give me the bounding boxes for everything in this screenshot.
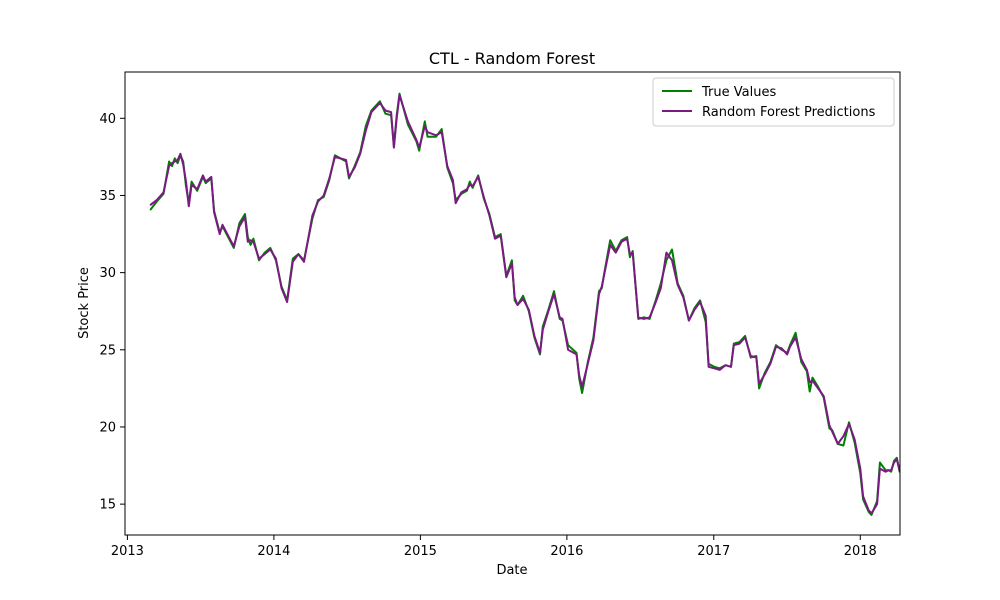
y-tick-label-35: 35 xyxy=(99,189,116,204)
legend-label-random-forest-predictions: Random Forest Predictions xyxy=(702,105,876,120)
x-tick-label-2018: 2018 xyxy=(844,544,877,559)
y-tick-label-15: 15 xyxy=(99,498,116,513)
x-axis: 2013 2014 2015 2016 2017 2018 xyxy=(111,535,877,559)
y-tick-label-30: 30 xyxy=(99,266,116,281)
plot-frame xyxy=(124,71,901,536)
y-tick-label-40: 40 xyxy=(99,112,116,127)
y-tick-label-20: 20 xyxy=(99,420,116,435)
legend: True Values Random Forest Predictions xyxy=(652,77,895,127)
series-line-random-forest-predictions xyxy=(149,94,901,515)
y-tick-label-25: 25 xyxy=(99,343,116,358)
y-axis: 15 20 25 30 35 40 xyxy=(99,112,125,513)
x-tick-label-2015: 2015 xyxy=(404,544,437,559)
x-tick-label-2016: 2016 xyxy=(550,544,583,559)
legend-box xyxy=(652,77,895,127)
legend-label-true-values: True Values xyxy=(701,85,776,100)
y-axis-label: Stock Price xyxy=(77,267,92,339)
x-tick-label-2013: 2013 xyxy=(111,544,144,559)
x-tick-label-2017: 2017 xyxy=(697,544,730,559)
series-layer xyxy=(149,92,901,516)
chart-title: CTL - Random Forest xyxy=(429,49,595,68)
x-axis-label: Date xyxy=(496,563,527,578)
x-tick-label-2014: 2014 xyxy=(257,544,290,559)
